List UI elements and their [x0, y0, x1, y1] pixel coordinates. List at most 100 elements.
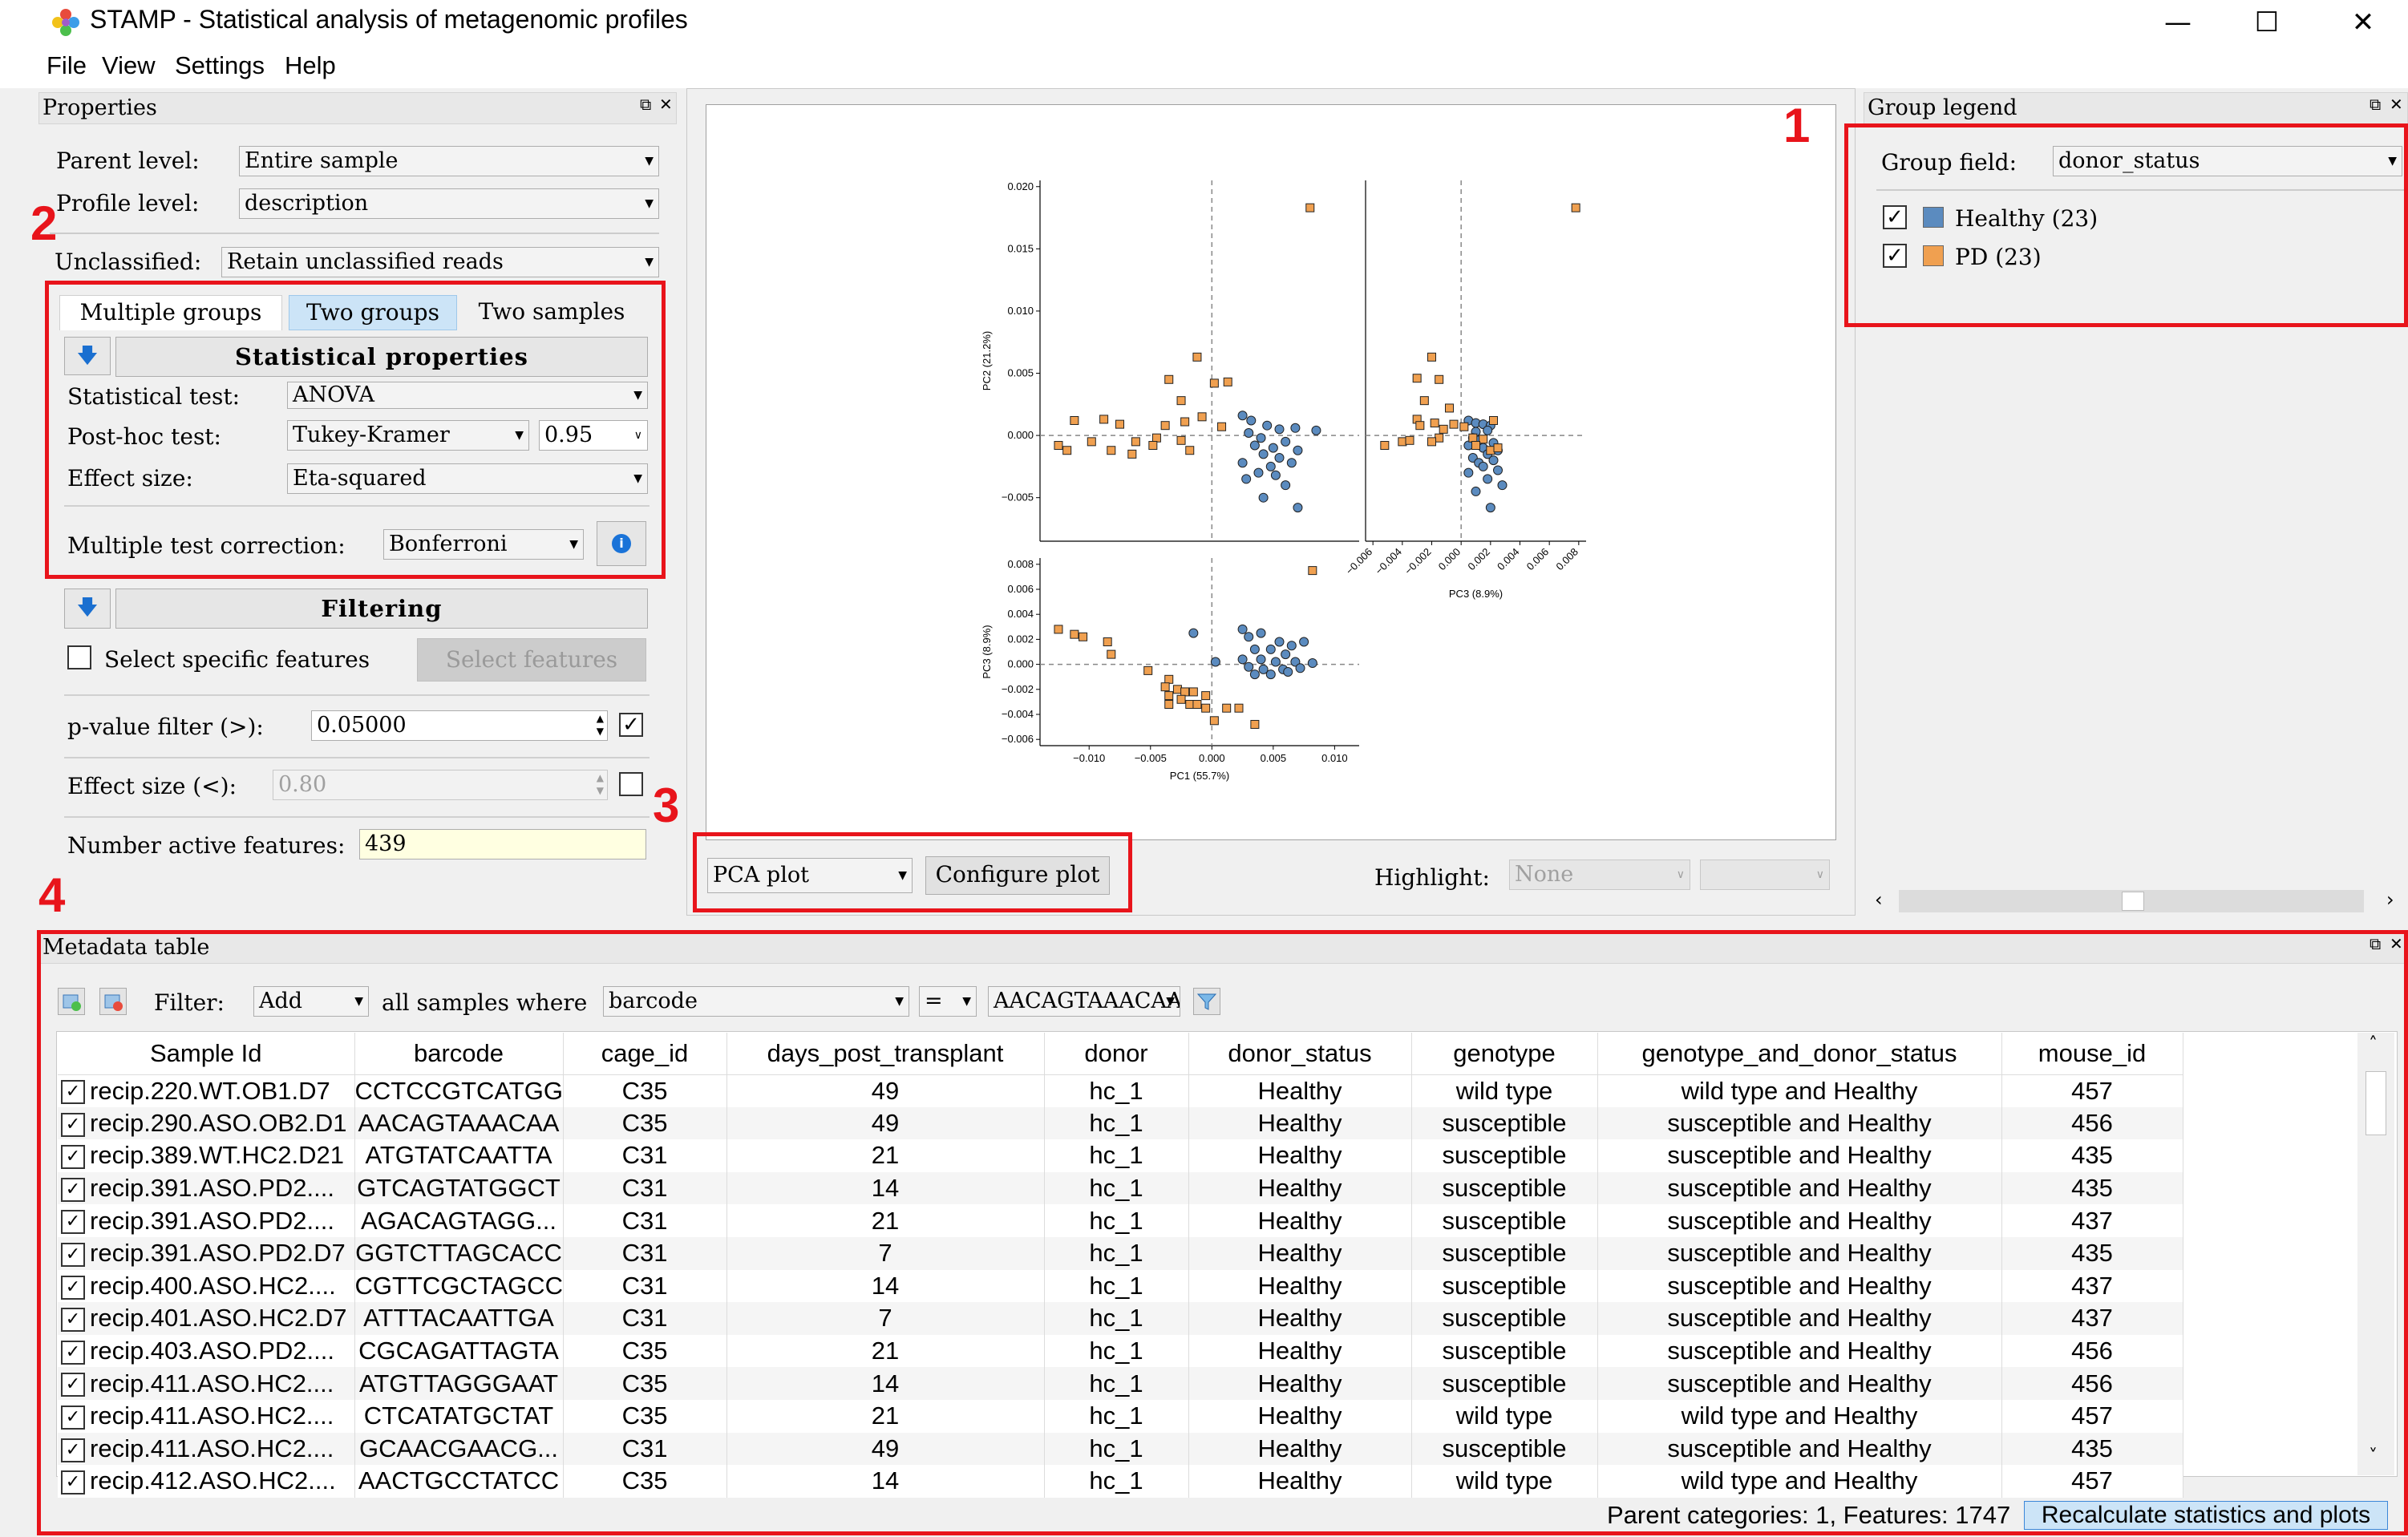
- scrollbar-thumb[interactable]: [2122, 892, 2144, 911]
- highlight-item-select[interactable]: ∨: [1700, 860, 1830, 890]
- filter-field-select[interactable]: barcode ▼: [603, 986, 909, 1017]
- column-header[interactable]: genotype: [1411, 1033, 1598, 1075]
- select-features-button[interactable]: Select features: [417, 638, 646, 682]
- table-row[interactable]: ✓ recip.389.WT.HC2.D21 ATGTATCAATTA C31 21 hc…: [58, 1139, 2183, 1172]
- effect-size-select[interactable]: Eta-squared ▼: [287, 463, 648, 494]
- add-filter-icon[interactable]: [58, 988, 85, 1015]
- effect-filter-checkbox[interactable]: [619, 772, 643, 796]
- table-row[interactable]: ✓ recip.411.ASO.HC2.... ATGTTAGGGAAT C35 14 h…: [58, 1367, 2183, 1400]
- select-features-checkbox[interactable]: [67, 645, 91, 669]
- menu-help[interactable]: Help: [285, 51, 336, 79]
- dock-close-icon[interactable]: ✕: [659, 95, 673, 114]
- spin-down-icon[interactable]: ▼: [596, 726, 604, 737]
- spin-up-icon[interactable]: ▲: [596, 713, 604, 724]
- column-header[interactable]: cage_id: [563, 1033, 727, 1075]
- scroll-down-icon[interactable]: ˅: [2369, 1446, 2378, 1466]
- spin-up-icon[interactable]: ▲: [596, 772, 604, 783]
- row-checkbox[interactable]: ✓: [61, 1112, 85, 1137]
- column-header[interactable]: barcode: [354, 1033, 564, 1075]
- multiple-test-correction-select[interactable]: Bonferroni ▼: [383, 529, 584, 560]
- data-point-pd: [1054, 625, 1063, 634]
- row-checkbox[interactable]: ✓: [61, 1308, 85, 1333]
- spin-down-icon[interactable]: ▼: [596, 785, 604, 796]
- column-header[interactable]: Sample Id: [58, 1033, 355, 1075]
- column-header[interactable]: donor: [1044, 1033, 1189, 1075]
- profile-level-select[interactable]: description ▼: [239, 188, 659, 219]
- highlight-select[interactable]: None ∨: [1509, 860, 1690, 890]
- table-row[interactable]: ✓ recip.290.ASO.OB2.D1 AACAGTAAACAA C35 49 hc…: [58, 1106, 2183, 1140]
- row-checkbox[interactable]: ✓: [61, 1210, 85, 1235]
- table-row[interactable]: ✓ recip.220.WT.OB1.D7 CCTCCGTCATGG C35 49 hc_…: [58, 1074, 2183, 1107]
- menu-view[interactable]: View: [102, 51, 156, 79]
- dock-close-icon[interactable]: ✕: [2390, 934, 2403, 953]
- apply-filter-icon[interactable]: [1193, 988, 1220, 1015]
- row-checkbox[interactable]: ✓: [61, 1470, 85, 1495]
- table-row[interactable]: ✓ recip.391.ASO.PD2.... AGACAGTAGG... C31 21…: [58, 1204, 2183, 1237]
- filter-value-select[interactable]: AACAGTAAACAA ▼: [988, 986, 1180, 1017]
- group-field-select[interactable]: donor_status ▼: [2053, 146, 2402, 176]
- legend-healthy-checkbox[interactable]: ✓: [1883, 205, 1907, 229]
- legend-pd-checkbox[interactable]: ✓: [1883, 244, 1907, 268]
- table-row[interactable]: ✓ recip.391.ASO.PD2.D7 GGTCTTAGCACC C31 7 hc_…: [58, 1236, 2183, 1270]
- table-cell: ATGTATCAATTA: [354, 1139, 564, 1172]
- post-hoc-select[interactable]: Tukey-Kramer ▼: [287, 420, 529, 451]
- pvalue-filter-input[interactable]: 0.05000 ▲ ▼: [311, 710, 608, 741]
- table-row[interactable]: ✓ recip.401.ASO.HC2.D7 ATTTACAATTGA C31 7 hc_…: [58, 1302, 2183, 1335]
- minimize-button[interactable]: —: [2164, 6, 2191, 38]
- scrollbar-thumb[interactable]: [2366, 1071, 2386, 1135]
- dock-float-icon[interactable]: ⧉: [640, 95, 652, 114]
- row-checkbox[interactable]: ✓: [61, 1243, 85, 1268]
- pvalue-filter-checkbox[interactable]: ✓: [619, 713, 643, 737]
- menu-settings[interactable]: Settings: [175, 51, 265, 79]
- collapse-arrow-icon[interactable]: 🡇: [64, 589, 111, 629]
- row-checkbox[interactable]: ✓: [61, 1373, 85, 1397]
- statistical-test-select[interactable]: ANOVA ▼: [287, 382, 648, 409]
- close-button[interactable]: ✕: [2351, 6, 2375, 38]
- table-row[interactable]: ✓ recip.412.ASO.HC2.... AACTGCCTATCC C35 14 h…: [58, 1465, 2183, 1498]
- dock-float-icon[interactable]: ⧉: [2370, 934, 2382, 953]
- remove-filter-icon[interactable]: [99, 988, 127, 1015]
- filter-cmp-select[interactable]: = ▼: [919, 986, 977, 1017]
- row-checkbox[interactable]: ✓: [61, 1275, 85, 1300]
- column-header[interactable]: genotype_and_donor_status: [1597, 1033, 2002, 1075]
- confidence-select[interactable]: 0.95 ∨: [539, 420, 648, 451]
- collapse-arrow-icon[interactable]: 🡇: [64, 337, 111, 375]
- configure-plot-button[interactable]: Configure plot: [925, 856, 1110, 895]
- tab-two-groups[interactable]: Two groups: [289, 295, 457, 330]
- scroll-left-icon[interactable]: ‹: [1875, 888, 1883, 911]
- column-header[interactable]: donor_status: [1188, 1033, 1412, 1075]
- parent-level-select[interactable]: Entire sample ▼: [239, 146, 659, 176]
- row-checkbox[interactable]: ✓: [61, 1406, 85, 1430]
- maximize-button[interactable]: ☐: [2254, 6, 2280, 38]
- table-row[interactable]: ✓ recip.411.ASO.HC2.... GCAACGAACG... C31 49…: [58, 1432, 2183, 1466]
- effect-filter-input[interactable]: 0.80 ▲ ▼: [273, 770, 608, 800]
- table-vertical-scrollbar[interactable]: ˄ ˅: [2357, 1033, 2394, 1475]
- table-row[interactable]: ✓ recip.391.ASO.PD2.... GTCAGTATGGCT C31 14 h…: [58, 1171, 2183, 1205]
- unclassified-select[interactable]: Retain unclassified reads ▼: [221, 247, 659, 277]
- dock-close-icon[interactable]: ✕: [2390, 95, 2403, 114]
- plot-type-select[interactable]: PCA plot ▼: [707, 858, 913, 893]
- row-checkbox[interactable]: ✓: [61, 1145, 85, 1170]
- filter-op-select[interactable]: Add ▼: [253, 986, 369, 1017]
- dock-float-icon[interactable]: ⧉: [2370, 95, 2382, 114]
- tab-multiple-groups[interactable]: Multiple groups: [59, 295, 282, 330]
- table-cell: hc_1: [1044, 1367, 1189, 1400]
- row-checkbox[interactable]: ✓: [61, 1340, 85, 1365]
- table-row[interactable]: ✓ recip.411.ASO.HC2.... CTCATATGCTAT C35 21 h…: [58, 1399, 2183, 1433]
- column-header[interactable]: mouse_id: [2001, 1033, 2183, 1075]
- menu-file[interactable]: File: [47, 51, 87, 79]
- row-checkbox[interactable]: ✓: [61, 1177, 85, 1202]
- tab-two-samples[interactable]: Two samples: [478, 298, 625, 325]
- table-row[interactable]: ✓ recip.400.ASO.HC2.... CGTTCGCTAGCC C31 14 h…: [58, 1269, 2183, 1303]
- table-row[interactable]: ✓ recip.403.ASO.PD2.... CGCAGATTAGTA C35 21 h…: [58, 1334, 2183, 1368]
- legend-healthy-swatch: [1923, 207, 1944, 228]
- scroll-right-icon[interactable]: ›: [2386, 888, 2394, 911]
- info-button[interactable]: i: [597, 521, 646, 566]
- column-header[interactable]: days_post_transplant: [726, 1033, 1045, 1075]
- y-tick-label: −0.005: [1002, 491, 1034, 504]
- scroll-up-icon[interactable]: ˄: [2369, 1034, 2378, 1054]
- row-checkbox[interactable]: ✓: [61, 1438, 85, 1462]
- legend-horizontal-scrollbar[interactable]: ‹ ›: [1867, 887, 2406, 916]
- row-checkbox[interactable]: ✓: [61, 1080, 85, 1105]
- recalculate-button[interactable]: Recalculate statistics and plots: [2024, 1501, 2388, 1530]
